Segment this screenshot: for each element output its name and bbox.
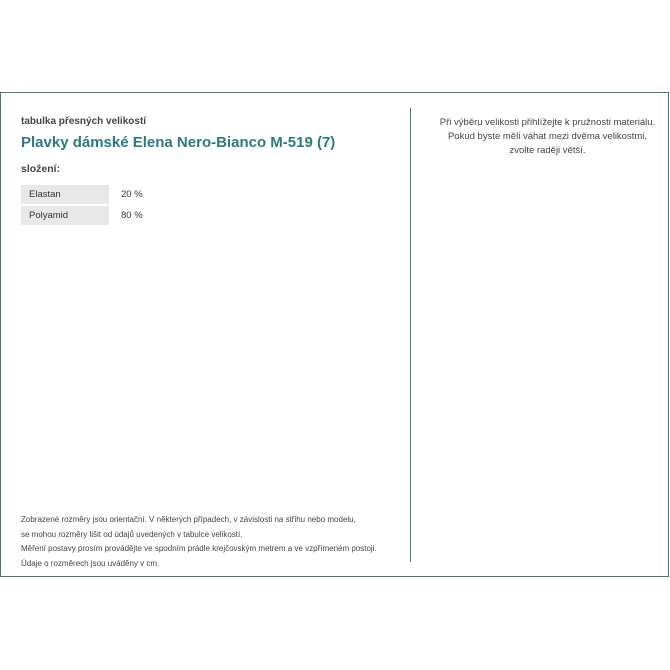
composition-table: Elastan 20 % Polyamid 80 % — [21, 183, 155, 227]
table-row: Elastan 20 % — [21, 185, 155, 204]
note-line: Údaje o rozměrech jsou uváděny v cm. — [21, 558, 160, 568]
note-line: Měření postavy prosím provádějte ve spod… — [21, 544, 377, 553]
material-percent: 80 % — [121, 210, 143, 221]
left-column: tabulka přesných velikostí Plavky dámské… — [21, 116, 401, 227]
subtitle: tabulka přesných velikostí — [21, 116, 147, 127]
size-table-frame — [0, 92, 669, 577]
column-divider — [410, 108, 411, 562]
measurement-notes: Zobrazené rozměry jsou orientační. V něk… — [21, 513, 377, 571]
material-name: Polyamid — [21, 206, 109, 225]
composition-label: složení: — [21, 163, 61, 175]
note-line: se mohou rozměry lišit od údajů uvedenýc… — [21, 529, 243, 539]
product-title: Plavky dámské Elena Nero-Bianco M-519 (7… — [21, 134, 336, 151]
table-row: Polyamid 80 % — [21, 206, 155, 225]
material-percent: 20 % — [121, 189, 143, 200]
note-line: Zobrazené rozměry jsou orientační. V něk… — [21, 515, 356, 524]
advice-line: Při výběru velikosti přihlížejte k pružn… — [439, 117, 656, 128]
advice-line: Pokud byste měli váhat mezi dvěma veliko… — [447, 131, 648, 142]
advice-line: zvolte raději větší. — [509, 145, 586, 156]
size-advice: Při výběru velikosti přihlížejte k pružn… — [425, 116, 670, 158]
material-name: Elastan — [21, 185, 109, 204]
